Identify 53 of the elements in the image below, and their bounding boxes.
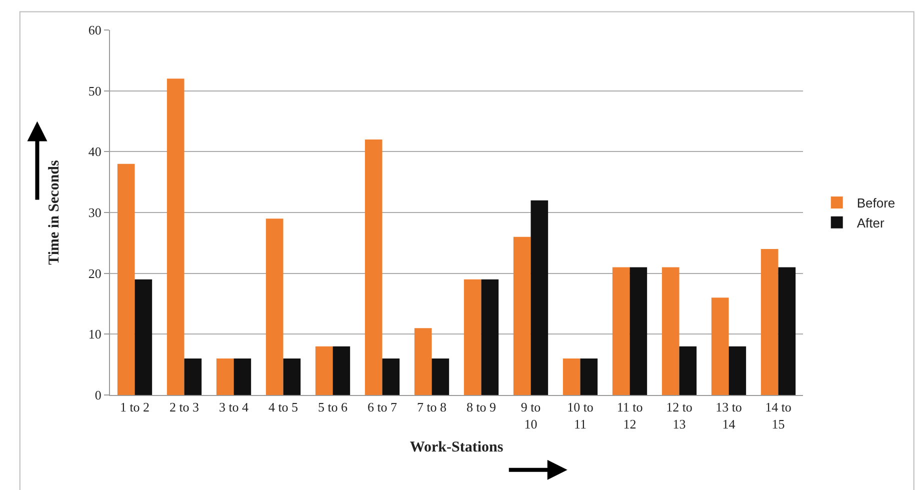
bar	[432, 358, 450, 395]
y-tick-label: 40	[88, 144, 102, 160]
bar	[315, 346, 333, 395]
y-axis-title: Time in Seconds	[46, 160, 63, 265]
bar	[481, 279, 499, 395]
y-tick-label: 60	[88, 22, 102, 38]
bar	[184, 358, 202, 395]
bar	[382, 358, 400, 395]
y-tick-label: 0	[94, 388, 102, 403]
bar	[630, 267, 648, 395]
bar	[117, 164, 135, 395]
x-tick-label: 9 to 10	[520, 400, 541, 432]
bar	[711, 298, 729, 395]
x-tick-label: 14 to 15	[765, 400, 792, 432]
x-tick-label: 11 to 12	[616, 400, 643, 432]
bar	[760, 249, 778, 395]
x-tick-label: 7 to 8	[416, 400, 447, 415]
bar	[216, 358, 234, 395]
x-tick-label: 1 to 2	[120, 400, 150, 415]
bar	[612, 267, 630, 395]
legend-label: Before	[856, 196, 896, 211]
bar	[364, 140, 382, 395]
x-tick-label: 13 to 14	[716, 400, 742, 432]
y-tick-label: 10	[88, 326, 102, 342]
y-tick-label: 30	[88, 205, 102, 220]
x-tick-label: 5 to 6	[318, 400, 348, 415]
bar	[414, 328, 432, 395]
x-tick-label: 6 to 7	[367, 400, 398, 415]
x-tick-label: 3 to 4	[218, 400, 250, 415]
bar	[166, 78, 184, 395]
bar	[679, 346, 697, 395]
bar	[234, 358, 252, 395]
bar	[580, 358, 598, 395]
bar	[283, 358, 301, 395]
bar	[134, 279, 152, 395]
x-axis-title: Work-Stations	[410, 440, 504, 456]
x-tick-label: 10 to 11	[567, 400, 594, 432]
y-tick-label: 20	[88, 266, 102, 281]
bar	[778, 267, 796, 395]
bar	[662, 267, 680, 395]
legend-label: After	[856, 215, 885, 230]
x-tick-label: 4 to 5	[268, 400, 298, 415]
x-tick-label: 8 to 9	[466, 400, 496, 415]
bar	[562, 358, 580, 395]
x-tick-label: 2 to 3	[169, 400, 200, 415]
bar	[513, 236, 531, 395]
bar	[464, 279, 482, 395]
bar	[530, 200, 548, 395]
bar	[728, 346, 746, 395]
y-tick-label: 50	[88, 83, 102, 98]
bar	[332, 346, 350, 395]
x-tick-label: 12 to 13	[666, 400, 692, 432]
bar	[266, 218, 284, 395]
